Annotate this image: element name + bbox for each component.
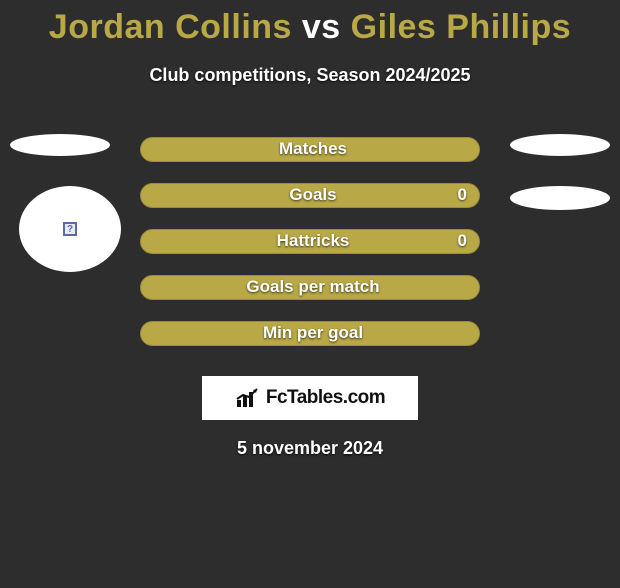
- stat-bar: Matches: [140, 137, 480, 162]
- stat-row: Min per goal: [0, 310, 620, 356]
- stat-label: Min per goal: [263, 323, 363, 343]
- subtitle: Club competitions, Season 2024/2025: [0, 65, 620, 86]
- stats-list: Matches Goals 0 Hattricks 0 Goals per ma…: [0, 126, 620, 356]
- player1-name: Jordan Collins: [49, 8, 292, 46]
- stat-row: Goals per match: [0, 264, 620, 310]
- stat-bar: Goals per match: [140, 275, 480, 300]
- brand-chart-icon: [235, 387, 261, 409]
- footer-date: 5 november 2024: [0, 438, 620, 459]
- brand-text: FcTables.com: [266, 387, 385, 409]
- stat-bar: Hattricks 0: [140, 229, 480, 254]
- vs-label: vs: [302, 8, 341, 46]
- stat-row: Goals 0: [0, 172, 620, 218]
- stat-label: Goals per match: [246, 277, 379, 297]
- stat-row: Hattricks 0: [0, 218, 620, 264]
- stat-label: Hattricks: [277, 231, 350, 251]
- stat-right-value: 0: [458, 231, 467, 251]
- player2-name: Giles Phillips: [351, 8, 572, 46]
- stat-label: Matches: [279, 139, 347, 159]
- brand-box: FcTables.com: [202, 376, 418, 420]
- stat-row: Matches: [0, 126, 620, 172]
- stat-bar: Min per goal: [140, 321, 480, 346]
- stat-right-value: 0: [458, 185, 467, 205]
- comparison-title: Jordan Collins vs Giles Phillips: [0, 8, 620, 47]
- stat-label: Goals: [289, 185, 336, 205]
- stat-bar: Goals 0: [140, 183, 480, 208]
